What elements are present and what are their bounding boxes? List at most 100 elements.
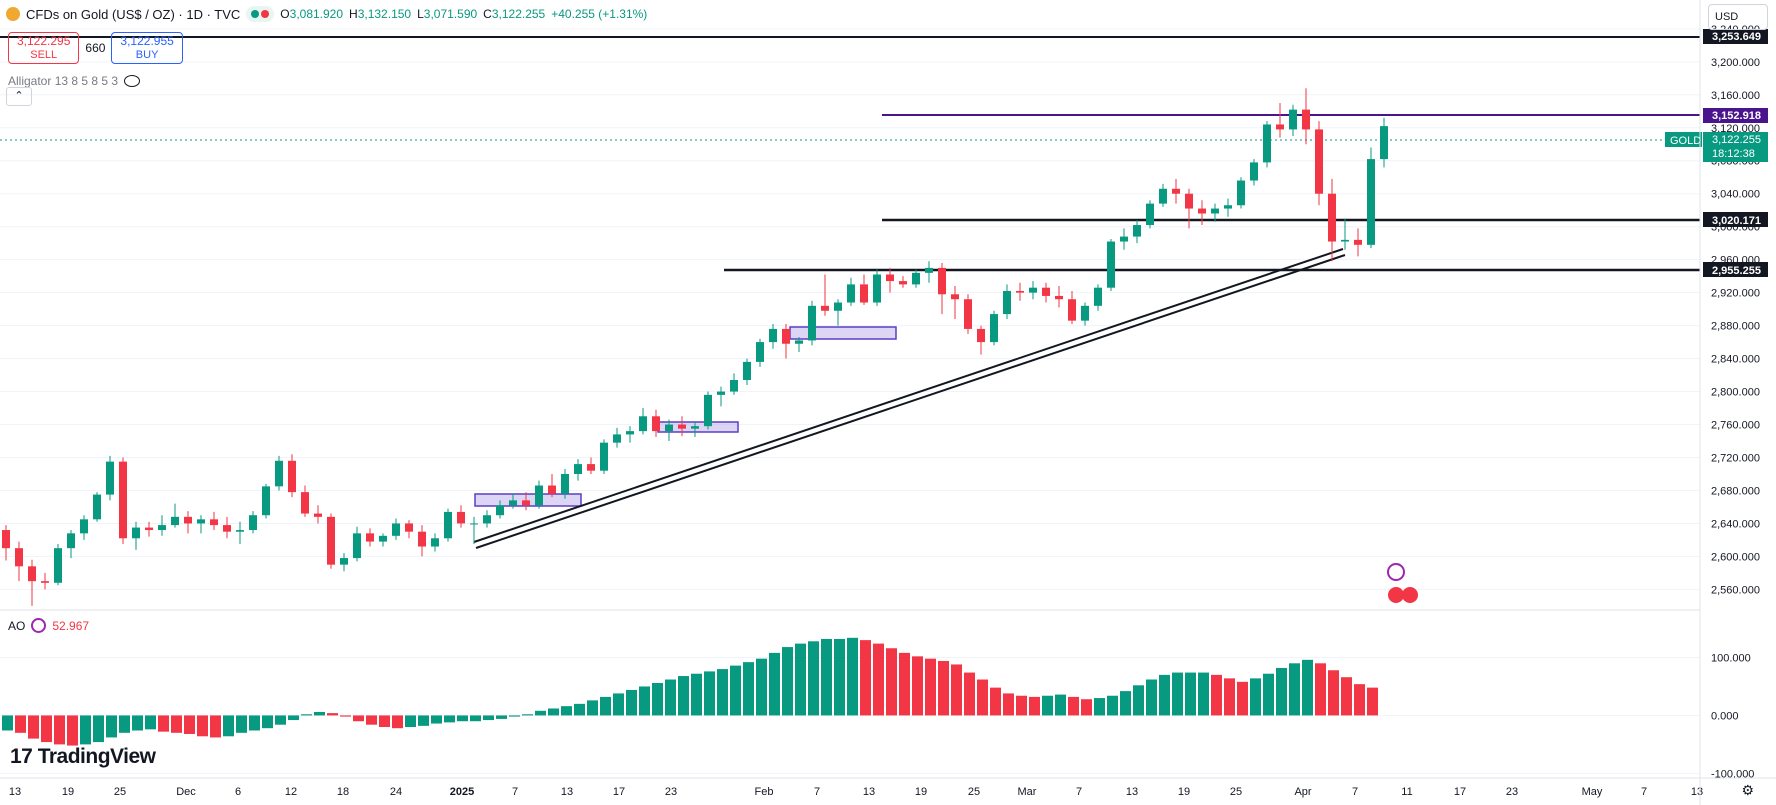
- candle: [1276, 124, 1284, 130]
- candle: [288, 460, 296, 493]
- ao-bar: [483, 715, 494, 721]
- ao-bar: [886, 648, 897, 716]
- ao-bar: [145, 715, 156, 730]
- candle: [483, 515, 491, 524]
- candle: [756, 342, 764, 362]
- alligator-legend[interactable]: Alligator 13 8 5 8 5 3: [8, 74, 141, 88]
- y-tick-label: 2,640.000: [1711, 518, 1760, 530]
- candle: [158, 525, 166, 531]
- ao-bar: [15, 715, 26, 733]
- candle: [184, 516, 192, 524]
- x-tick-label: 18: [337, 786, 349, 798]
- ao-tick-label: -100.000: [1711, 768, 1754, 780]
- y-tick-label: 2,720.000: [1711, 453, 1760, 465]
- settings-gear-icon[interactable]: ⚙: [1741, 782, 1754, 798]
- ao-bar: [314, 711, 325, 716]
- ao-bar: [184, 715, 195, 734]
- ao-bar: [652, 682, 663, 716]
- candle: [145, 527, 153, 531]
- candle: [262, 486, 270, 516]
- ao-bar: [470, 715, 481, 722]
- ao-bar: [860, 640, 871, 716]
- x-tick-label: Mar: [1018, 786, 1037, 798]
- candle: [340, 558, 348, 565]
- x-tick-label: 25: [114, 786, 126, 798]
- event-icon: [1387, 563, 1405, 581]
- candle: [691, 426, 699, 429]
- ao-bar: [327, 713, 338, 716]
- ao-bar: [1289, 663, 1300, 716]
- candle: [1120, 236, 1128, 242]
- event-icon: [1402, 587, 1418, 603]
- candle: [1068, 299, 1076, 321]
- currency-select[interactable]: USD: [1708, 4, 1768, 30]
- sell-button[interactable]: 3,122.295 SELL: [8, 32, 80, 64]
- ao-bar: [912, 656, 923, 716]
- tradingview-logo[interactable]: 17 TradingView: [10, 745, 156, 768]
- x-tick-label: 13: [863, 786, 875, 798]
- candle: [1081, 305, 1089, 321]
- y-tick-label: 3,200.000: [1711, 57, 1760, 69]
- candle: [1003, 290, 1011, 315]
- tv-logo-icon: 17: [10, 745, 38, 768]
- candle: [990, 314, 998, 343]
- low-value: 3,071.590: [423, 7, 478, 21]
- delay-icon: [261, 10, 270, 18]
- x-tick-label: 19: [62, 786, 74, 798]
- price-label: 3,020.171: [1712, 215, 1761, 227]
- alligator-label: Alligator 13 8 5 8 5 3: [8, 74, 119, 88]
- ao-bar: [1016, 695, 1027, 716]
- ao-bar: [171, 715, 182, 733]
- ao-value: 52.967: [52, 618, 90, 633]
- y-tick-label: 2,760.000: [1711, 420, 1760, 432]
- ao-bar: [639, 686, 650, 716]
- candle: [795, 340, 803, 344]
- candle: [769, 328, 777, 343]
- ao-bar: [1237, 681, 1248, 716]
- price-label: 3,253.649: [1712, 31, 1761, 43]
- ao-bar: [626, 689, 637, 716]
- ao-bar: [1029, 696, 1040, 716]
- ao-bar: [1133, 685, 1144, 716]
- y-tick-label: 2,880.000: [1711, 321, 1760, 333]
- symbol-title[interactable]: CFDs on Gold (US$ / OZ) · 1D · TVC: [26, 6, 241, 22]
- y-tick-label: 2,840.000: [1711, 354, 1760, 366]
- candle: [821, 305, 829, 311]
- ao-bar: [223, 715, 234, 737]
- x-tick-label: 13: [561, 786, 573, 798]
- candle: [964, 299, 972, 329]
- ao-bar: [1328, 670, 1339, 716]
- candle: [1185, 193, 1193, 209]
- buy-price: 3,122.955: [120, 34, 174, 48]
- ao-bar: [67, 715, 78, 746]
- ao-bar: [847, 637, 858, 716]
- hide-eye-icon[interactable]: [124, 75, 141, 87]
- candle: [808, 305, 816, 341]
- candle: [834, 302, 842, 311]
- ao-bar: [249, 715, 260, 731]
- ao-bar: [665, 679, 676, 716]
- ao-bar: [613, 693, 624, 716]
- collapse-legend-button[interactable]: ⌃: [6, 87, 32, 106]
- candle: [431, 538, 439, 547]
- ao-bar: [522, 714, 533, 716]
- status-indicator[interactable]: [246, 6, 275, 22]
- buy-button[interactable]: 3,122.955 BUY: [111, 32, 183, 64]
- ao-bar: [132, 715, 143, 731]
- candle: [613, 434, 621, 443]
- candle: [574, 464, 582, 474]
- refresh-icon[interactable]: [31, 618, 47, 633]
- candle: [444, 511, 452, 539]
- event-icon: [1388, 587, 1404, 603]
- candle: [1172, 188, 1180, 194]
- ao-label: AO: [8, 618, 26, 633]
- ao-legend[interactable]: AO 52.967: [8, 618, 89, 633]
- ao-bar: [899, 652, 910, 716]
- ao-bar: [1224, 678, 1235, 716]
- ao-bar: [80, 715, 91, 745]
- y-tick-label: 2,680.000: [1711, 485, 1760, 497]
- ao-bar: [1211, 674, 1222, 716]
- candle: [977, 328, 985, 343]
- candle: [1315, 129, 1323, 194]
